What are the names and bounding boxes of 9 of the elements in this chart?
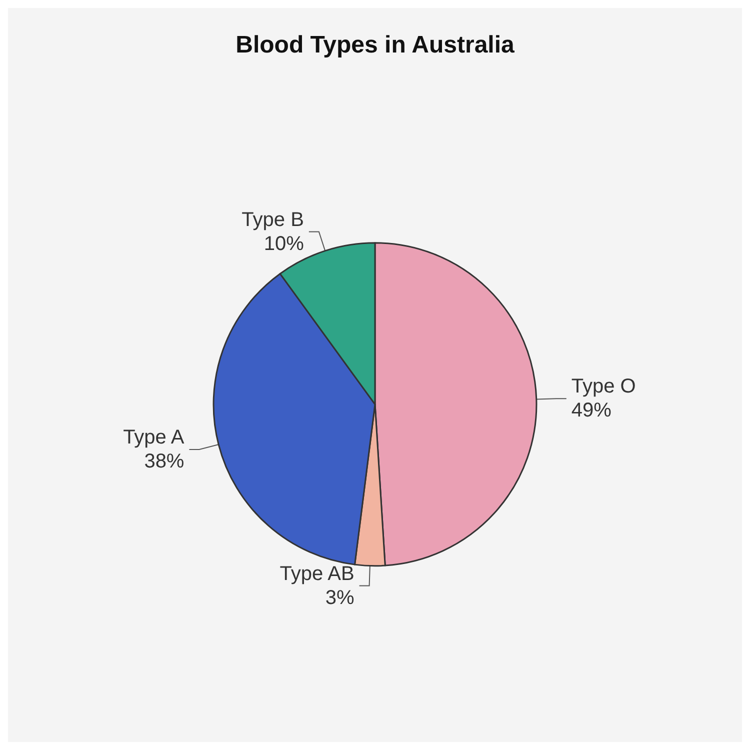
data-label: 3% [325, 586, 355, 609]
slice-label: Type O [571, 376, 636, 398]
data-label: 10% [264, 232, 304, 255]
slice-label: Type A [123, 426, 185, 448]
slice-label: Type AB [280, 562, 354, 585]
slice-label: Type B [242, 208, 304, 231]
chart-title: Blood Types in Australia [236, 32, 515, 58]
data-label: 49% [571, 400, 612, 422]
data-label: 38% [144, 450, 184, 472]
